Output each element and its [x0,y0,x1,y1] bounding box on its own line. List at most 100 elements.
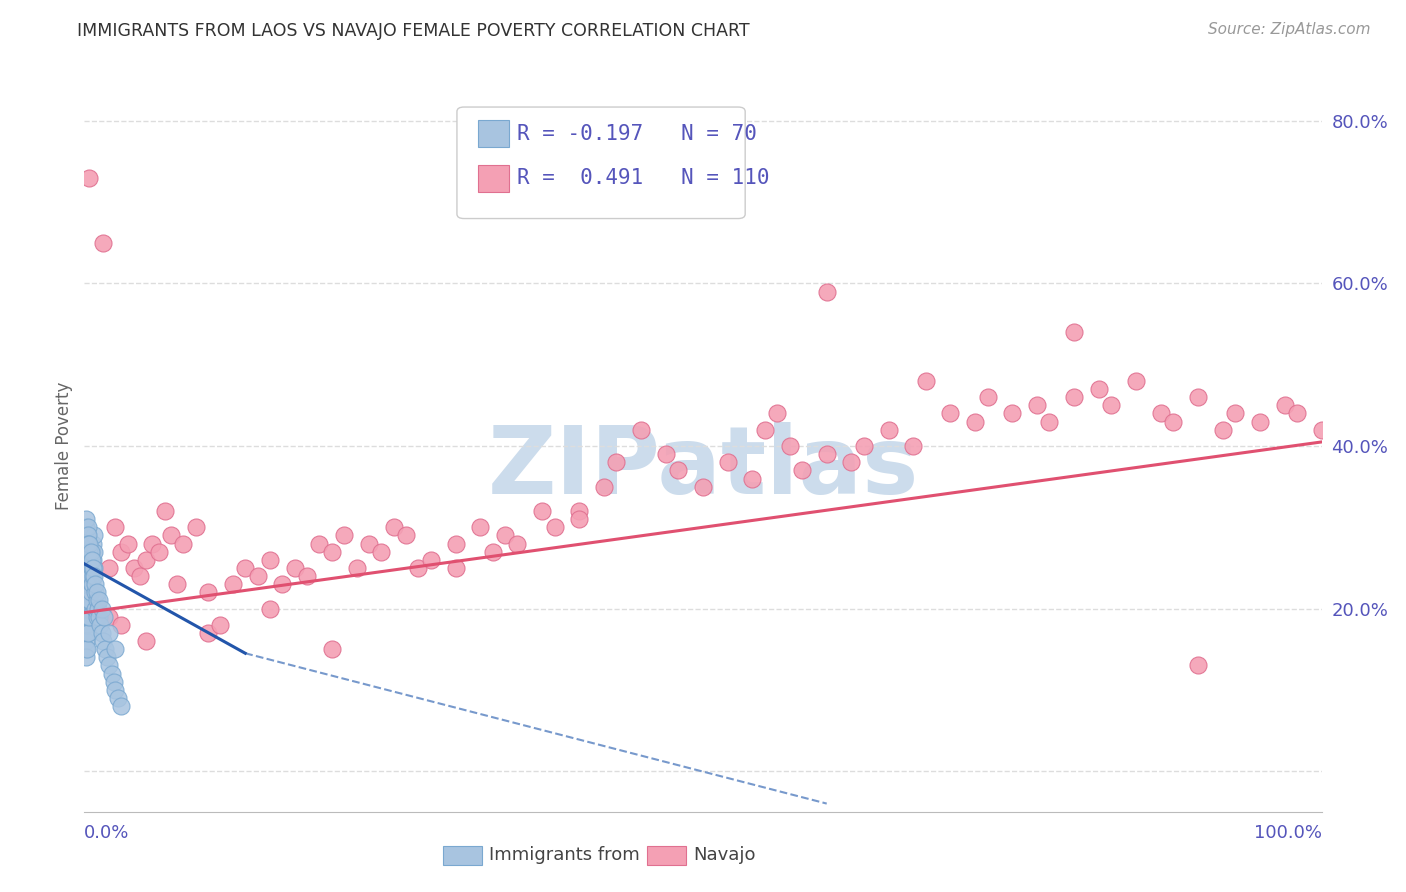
Point [103,674,125,689]
Point [233,561,256,575]
Point [741,471,763,485]
Point [141,536,163,550]
Point [444,536,467,550]
Point [1187,658,1209,673]
Point [77,626,100,640]
Point [77,609,100,624]
Point [197,585,219,599]
Point [104,642,127,657]
Point [717,455,740,469]
Point [79,569,101,583]
Point [82,569,104,583]
Point [308,536,330,550]
Point [79,593,101,607]
Point [77,569,100,583]
Point [76,528,98,542]
Point [1125,374,1147,388]
Point [84,601,107,615]
Point [79,544,101,558]
Text: ZIPatlas: ZIPatlas [488,422,918,514]
Point [75,609,97,624]
Point [184,520,207,534]
Point [75,634,97,648]
Point [1063,325,1085,339]
Point [841,455,863,469]
Point [83,544,105,558]
Point [153,504,176,518]
Point [333,528,356,542]
Point [395,528,418,542]
Point [271,577,294,591]
Point [91,634,114,648]
Point [79,544,101,558]
Point [1223,407,1246,421]
Point [1212,423,1234,437]
Point [89,617,111,632]
Point [77,536,100,550]
Point [1150,407,1173,421]
Point [107,690,129,705]
Point [129,569,152,583]
Point [222,577,245,591]
Point [104,682,127,697]
Point [593,480,616,494]
Point [568,512,591,526]
Point [1187,390,1209,404]
Point [82,553,104,567]
Point [1161,415,1184,429]
Point [75,650,97,665]
Point [790,463,813,477]
Point [79,561,101,575]
Point [89,593,111,607]
Point [259,601,281,615]
Point [346,561,368,575]
Point [79,170,101,185]
Point [82,561,104,575]
Text: R =  0.491   N = 110: R = 0.491 N = 110 [517,169,770,188]
Point [1249,415,1271,429]
Point [110,617,132,632]
Point [80,577,103,591]
Text: 100.0%: 100.0% [1254,824,1322,842]
Point [877,423,900,437]
Point [1310,423,1333,437]
Point [779,439,801,453]
Point [110,544,132,558]
Point [1026,398,1049,412]
Point [209,617,232,632]
Point [82,536,104,550]
Point [94,642,117,657]
Point [75,520,97,534]
Point [655,447,678,461]
Point [246,569,269,583]
Point [172,536,194,550]
Point [1088,382,1111,396]
Point [543,520,565,534]
Point [76,642,98,657]
Point [666,463,689,477]
Point [76,626,98,640]
Point [1285,407,1308,421]
Point [80,553,103,567]
Point [444,561,467,575]
Point [98,626,121,640]
Point [80,544,103,558]
Point [506,536,529,550]
Point [98,561,121,575]
Point [419,553,441,567]
Point [754,423,776,437]
Point [166,577,188,591]
Text: 0.0%: 0.0% [84,824,129,842]
Point [815,447,838,461]
Point [76,617,98,632]
Point [76,536,98,550]
Point [692,480,714,494]
Point [93,609,115,624]
Point [86,593,108,607]
Point [939,407,962,421]
Point [87,601,110,615]
Point [76,593,98,607]
Point [976,390,998,404]
Point [259,553,281,567]
Y-axis label: Female Poverty: Female Poverty [55,382,73,510]
